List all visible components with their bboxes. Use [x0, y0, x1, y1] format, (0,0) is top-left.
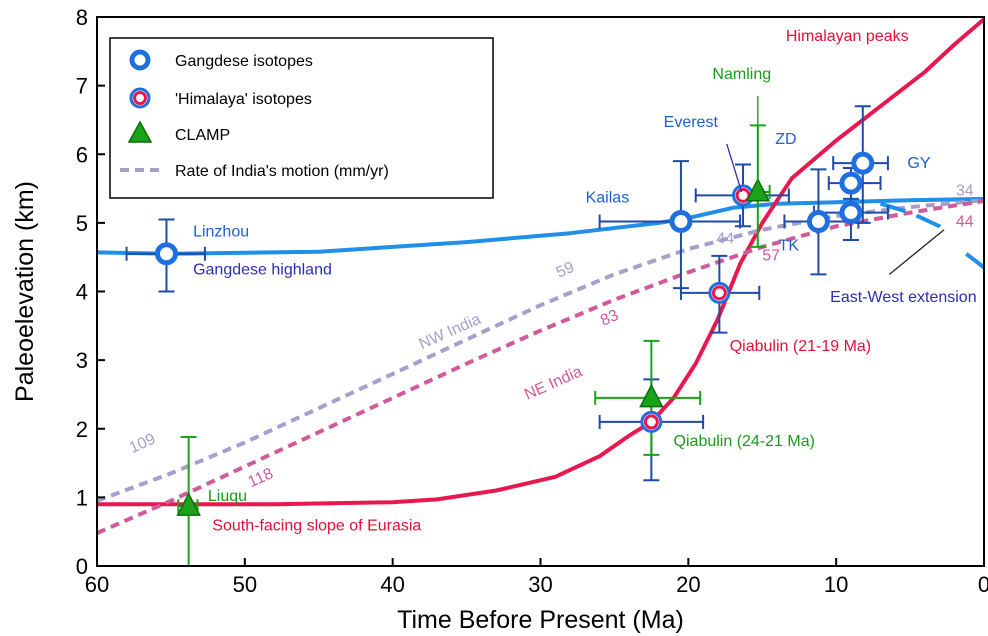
annotation-ne-india: NE India: [522, 363, 585, 404]
annotation-qiabulin-24-21-ma-: Qiabulin (24-21 Ma): [674, 433, 815, 450]
chart-markers: [154, 151, 875, 516]
annotation-liuqu: Liuqu: [208, 488, 247, 505]
curve-east-west-extension-lower-: [965, 252, 986, 270]
legend-label: CLAMP: [175, 127, 230, 144]
curve-ne-india: [96, 198, 985, 535]
annotation-109: 109: [127, 431, 158, 457]
clamp-marker: [745, 177, 771, 202]
annotation-83: 83: [598, 307, 621, 330]
annotation-kailas: Kailas: [586, 189, 630, 206]
himalaya-isotope-marker-inner: [711, 285, 727, 301]
annotation-tk: TK: [779, 237, 800, 254]
legend-box: [109, 37, 494, 199]
x-tick-label: 0: [978, 572, 988, 597]
x-tick-label: 20: [676, 572, 700, 597]
x-tick-label: 30: [528, 572, 552, 597]
y-tick-label: 7: [76, 74, 88, 99]
y-tick-label: 1: [76, 485, 88, 510]
legend-symbol-himalaya-inner: [133, 91, 147, 105]
annotation-east-west-extension: East-West extension: [830, 289, 976, 306]
y-tick-label: 6: [76, 142, 88, 167]
legend-label: Gangdese isotopes: [175, 53, 313, 70]
annotation-qiabulin-21-19-ma-: Qiabulin (21-19 Ma): [730, 338, 871, 355]
annotation-himalayan-peaks: Himalayan peaks: [786, 28, 909, 45]
legend-symbol-clamp: [127, 120, 153, 143]
y-tick-label: 4: [76, 280, 88, 305]
gangdese-isotope-marker: [839, 201, 863, 225]
annotation-everest: Everest: [664, 114, 719, 131]
curve-east-west-extension: [879, 201, 949, 235]
x-tick-label: 10: [824, 572, 848, 597]
annotation-44: 44: [716, 230, 734, 247]
annotation-44: 44: [956, 213, 974, 230]
annotation-nw-india: NW India: [416, 311, 483, 353]
annotation-linzhou: Linzhou: [193, 224, 249, 241]
clamp-marker: [639, 383, 664, 408]
leader-line-2: [888, 229, 945, 275]
legend-label: 'Himalaya' isotopes: [175, 91, 312, 108]
chart-leader-lines: [726, 95, 945, 275]
annotation-59: 59: [554, 259, 577, 282]
y-tick-label: 0: [76, 554, 88, 579]
annotation-zd: ZD: [775, 131, 796, 148]
annotation-namling: Namling: [712, 66, 771, 83]
clamp-marker: [176, 492, 201, 516]
annotation-gy: GY: [907, 155, 930, 172]
himalaya-isotope-marker-inner: [643, 414, 659, 430]
y-tick-label: 5: [76, 211, 88, 236]
annotation-118: 118: [246, 465, 276, 491]
annotation-34: 34: [956, 182, 974, 199]
legend-label: Rate of India's motion (mm/yr): [175, 163, 389, 180]
annotation-gangdese-highland: Gangdese highland: [193, 261, 332, 278]
y-tick-label: 3: [76, 348, 88, 373]
gangdese-isotope-marker: [806, 210, 830, 234]
gangdese-isotope-marker: [669, 210, 693, 234]
x-tick-label: 50: [233, 572, 257, 597]
gangdese-isotope-marker: [839, 171, 863, 195]
legend-symbol-gangdese: [129, 49, 151, 71]
curve-nw-india: [96, 198, 985, 503]
leader-line-0: [726, 143, 743, 193]
y-tick-label: 8: [76, 5, 88, 30]
gangdese-isotope-marker: [154, 242, 178, 266]
y-axis-title: Paleoelevation (km): [11, 181, 39, 402]
x-tick-label: 60: [85, 572, 109, 597]
y-tick-label: 2: [76, 417, 88, 442]
x-tick-label: 40: [380, 572, 404, 597]
chart-legend: Gangdese isotopes 'Himalaya' isotopes CLAM…: [109, 37, 494, 199]
x-axis-title: Time Before Present (Ma): [397, 606, 684, 634]
gangdese-isotope-marker: [851, 151, 875, 175]
annotation-57: 57: [762, 248, 780, 265]
annotation-south-facing-slope-of-eurasia: South-facing slope of Eurasia: [212, 517, 421, 534]
